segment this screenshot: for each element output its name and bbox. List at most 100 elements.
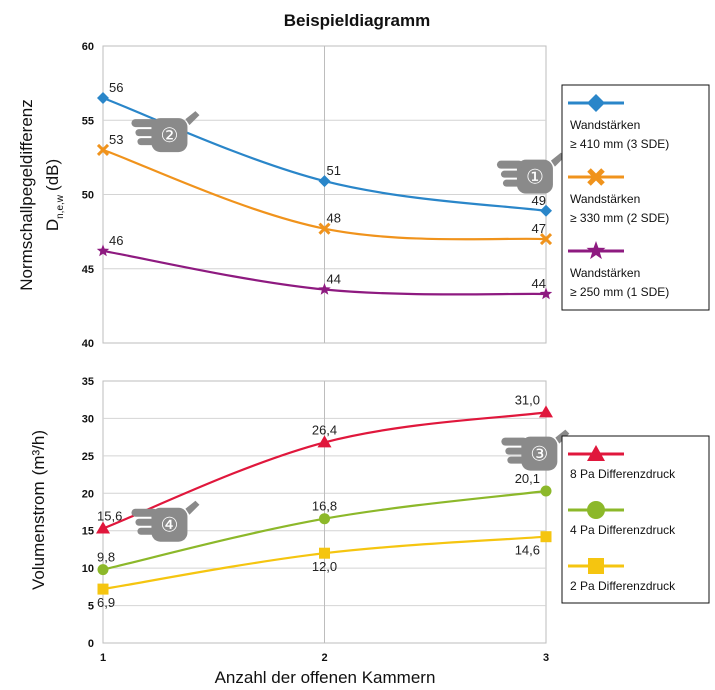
bottom-x-ticks: 1 2 3 (100, 652, 549, 664)
bottom-annotations: ④③ (131, 429, 570, 542)
legend-label: 8 Pa Differenzdruck (570, 467, 676, 481)
x-tick-label: 3 (543, 652, 549, 664)
legend-label: Wandstärken (570, 118, 640, 132)
data-point-marker (319, 547, 330, 559)
data-point-marker (540, 204, 552, 217)
y-tick-label: 25 (82, 451, 94, 463)
legend-item: Wandstärken ≥ 330 mm (2 SDE) (568, 168, 669, 225)
data-label: 26,4 (312, 422, 337, 437)
top-annotations: ②① (131, 111, 565, 194)
top-series: 56 51 49 53 48 47 46 44 44 (96, 80, 553, 300)
data-point-marker (539, 405, 553, 418)
annotation-number: ③ (530, 444, 548, 466)
bottom-y-axis-label: Volumenstrom(m³/h) (29, 430, 48, 590)
data-label: 44 (532, 276, 546, 291)
data-point-marker (540, 531, 552, 543)
data-point-marker (539, 233, 553, 246)
legend-label: ≥ 330 mm (2 SDE) (570, 211, 669, 225)
top-legend-box (561, 84, 710, 311)
bottom-series: 15,6 26,4 31,0 9,8 16,8 20,1 6,9 12,0 14,6 (96, 392, 553, 610)
legend-item: 4 Pa Differenzdruck (568, 501, 676, 537)
bottom-chart: 0 5 10 15 20 25 30 35 1 2 3 15,6 26,4 31,0 9,8 16,8 20… (29, 376, 710, 664)
legend-label: ≥ 410 mm (3 SDE) (570, 137, 669, 151)
data-label: 9,8 (97, 550, 115, 565)
bottom-legend-box (561, 435, 710, 604)
data-label: 44 (327, 272, 341, 287)
y-tick-label: 5 (88, 601, 94, 613)
legend-label: 4 Pa Differenzdruck (570, 523, 676, 537)
annotation-number: ① (526, 167, 544, 189)
legend-marker (586, 241, 606, 260)
data-label: 6,9 (97, 595, 115, 610)
data-point-marker (539, 287, 553, 300)
data-point-marker (317, 435, 332, 448)
data-point-marker (96, 244, 110, 257)
legend-marker (587, 94, 605, 112)
legend-item: 2 Pa Differenzdruck (568, 558, 676, 593)
hand-pointer-icon: ② (131, 111, 200, 153)
data-point-marker (97, 564, 109, 576)
y-tick-label: 50 (82, 190, 94, 202)
data-label: 51 (327, 163, 341, 178)
x-tick-label: 1 (100, 652, 106, 664)
data-point-marker (540, 485, 552, 497)
legend-marker (587, 445, 605, 461)
y-tick-label: 15 (82, 526, 94, 538)
legend-label: Wandstärken (570, 192, 640, 206)
data-point-marker (318, 283, 331, 295)
data-label: 20,1 (515, 471, 540, 486)
y-tick-label: 0 (88, 638, 94, 650)
hand-pointer-icon: ① (496, 152, 565, 194)
y-tick-label: 45 (82, 264, 94, 276)
top-y-ticks: 40 45 50 55 60 (82, 41, 94, 350)
data-label: 49 (532, 193, 546, 208)
data-point-marker (97, 583, 109, 595)
data-label: 46 (109, 233, 123, 248)
legend-marker (588, 558, 604, 574)
data-label: 48 (327, 211, 341, 226)
hand-pointer-icon: ③ (501, 429, 570, 471)
bottom-legend: 8 Pa Differenzdruck 4 Pa Differenzdruck 2 … (561, 435, 710, 604)
y-tick-label: 35 (82, 376, 94, 388)
data-label: 16,8 (312, 499, 337, 514)
data-label: 31,0 (515, 392, 540, 407)
data-label: 56 (109, 80, 123, 95)
top-y-axis-label: Normschallpegeldifferenz (17, 99, 36, 291)
x-tick-label: 2 (321, 652, 327, 664)
x-axis-label: Anzahl der offenen Kammern (215, 668, 436, 687)
data-point-marker (96, 521, 110, 534)
y-tick-label: 30 (82, 413, 94, 425)
y-tick-label: 55 (82, 115, 94, 127)
legend-label: Wandstärken (570, 266, 640, 280)
y-tick-label: 40 (82, 338, 94, 350)
top-legend: Wandstärken ≥ 410 mm (3 SDE) Wandstärken ≥ … (561, 84, 710, 311)
legend-label: 2 Pa Differenzdruck (570, 579, 676, 593)
legend-item: 8 Pa Differenzdruck (568, 445, 676, 481)
data-point-marker (319, 513, 330, 525)
y-tick-label: 20 (82, 488, 94, 500)
data-point-marker (318, 175, 331, 188)
legend-item: Wandstärken ≥ 410 mm (3 SDE) (568, 94, 669, 151)
data-point-marker (318, 222, 331, 235)
annotation-number: ② (160, 125, 178, 147)
annotation-number: ④ (160, 515, 178, 537)
legend-label: ≥ 250 mm (1 SDE) (570, 285, 669, 299)
data-label: 12,0 (312, 559, 337, 574)
legend-marker (587, 501, 605, 519)
y-tick-label: 10 (82, 563, 94, 575)
data-point-marker (96, 143, 110, 156)
top-y-axis-label-line2: Dn,e,w(dB) (43, 159, 66, 231)
data-label: 47 (532, 221, 546, 236)
data-point-marker (97, 92, 109, 104)
data-label: 53 (109, 132, 123, 147)
chart-title: Beispieldiagramm (284, 11, 430, 30)
legend-marker (587, 168, 605, 186)
y-tick-label: 60 (82, 41, 94, 53)
data-label: 14,6 (515, 543, 540, 558)
legend-item: Wandstärken ≥ 250 mm (1 SDE) (568, 241, 669, 299)
bottom-gridlines (103, 381, 546, 643)
data-label: 15,6 (97, 509, 122, 524)
hand-pointer-icon: ④ (131, 500, 200, 542)
